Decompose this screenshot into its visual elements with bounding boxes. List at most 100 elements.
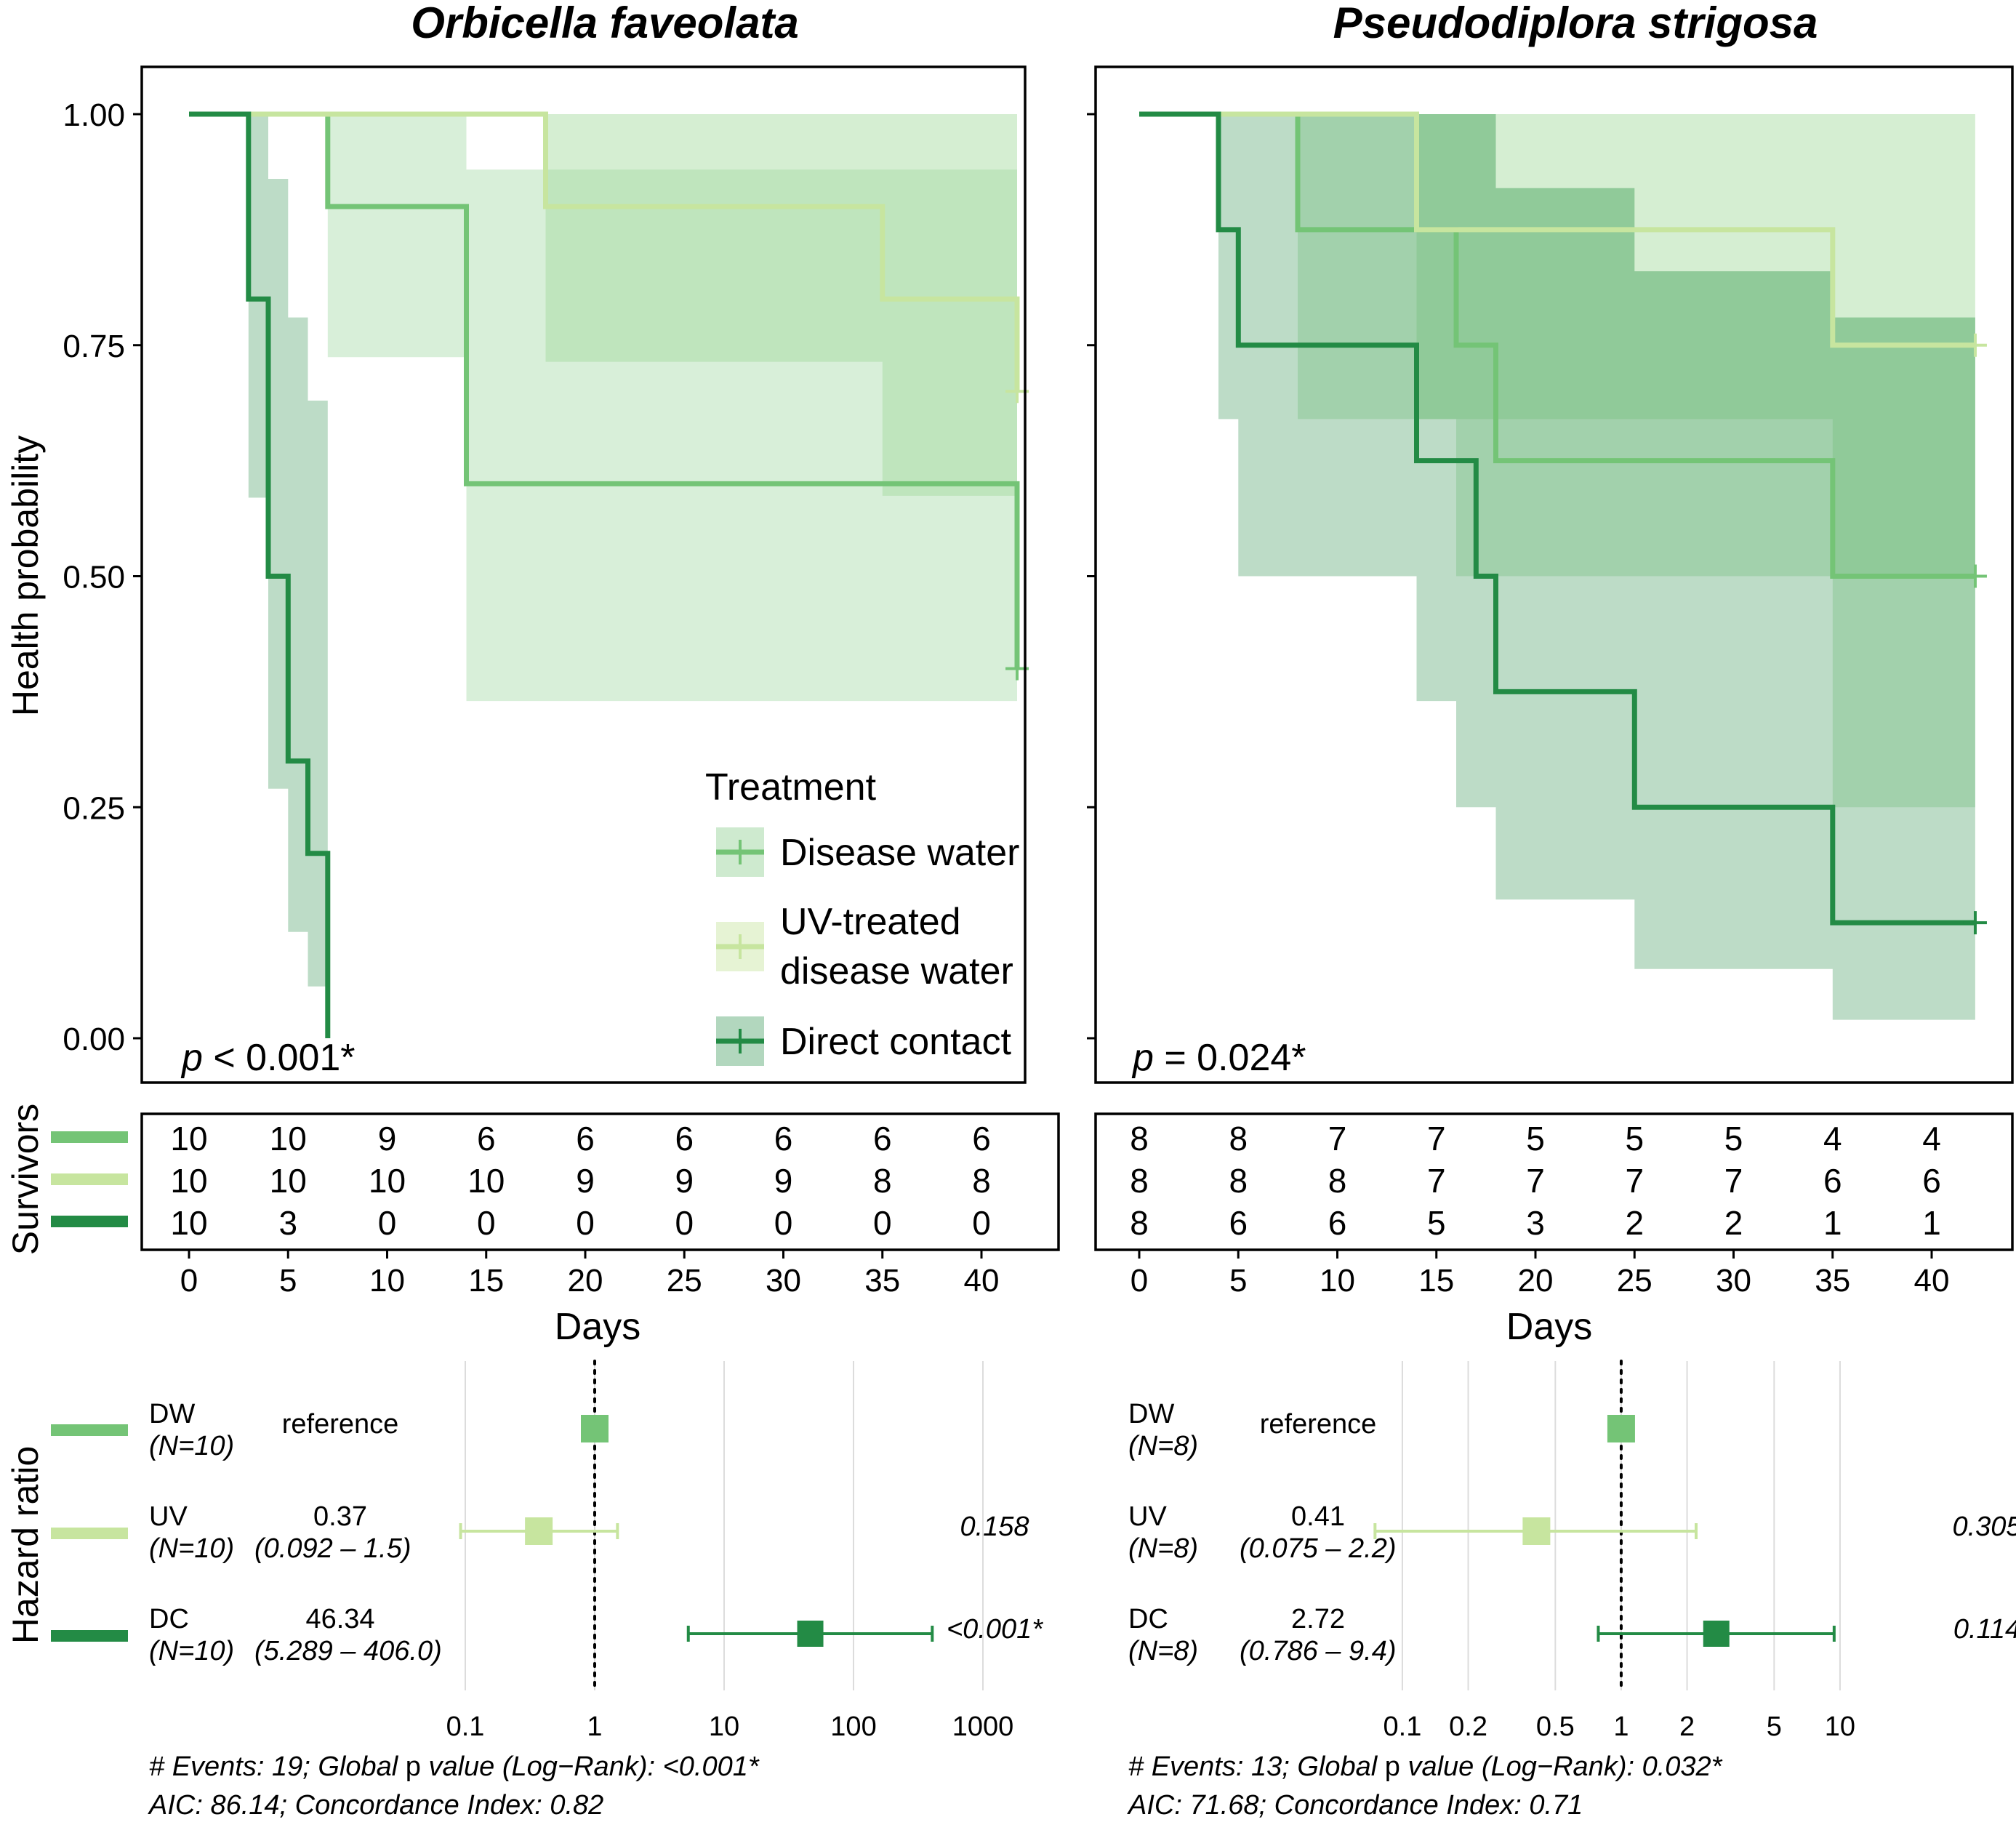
forest-row-n-dc-right: (N=8) bbox=[1128, 1636, 1198, 1666]
risk-cell-dw-left: 6 bbox=[675, 1120, 694, 1157]
panel-title-right: Pseudodiplora strigosa bbox=[1333, 0, 1818, 47]
forest-row-hr-dc-right: 2.72 bbox=[1291, 1604, 1345, 1634]
forest-row-p-uv-right: 0.305 bbox=[1952, 1512, 2016, 1542]
forest-footer1-left: # Events: 19; Global p value (Log−Rank):… bbox=[149, 1751, 760, 1782]
risk-cell-dw-right: 5 bbox=[1526, 1120, 1545, 1157]
km-band-dc-right bbox=[1139, 114, 1975, 1020]
days-tick-label-right-1: 5 bbox=[1229, 1263, 1247, 1299]
forest-row-label-dw-left: DW bbox=[149, 1399, 195, 1429]
forest-tick-label-right-1: 0.2 bbox=[1449, 1711, 1487, 1742]
risk-table-frame-right bbox=[1094, 1112, 2014, 1251]
km-band-uv-left bbox=[189, 114, 1017, 669]
risk-cell-dc-right: 2 bbox=[1724, 1204, 1743, 1242]
forest-row-p-dc-right: 0.114 bbox=[1953, 1614, 2016, 1645]
forest-tick-label-right-6: 10 bbox=[1825, 1711, 1855, 1742]
risk-cell-dw-right: 4 bbox=[1922, 1120, 1941, 1157]
risk-cell-dw-right: 5 bbox=[1724, 1120, 1743, 1157]
forest-tick-label-right-4: 2 bbox=[1679, 1711, 1695, 1742]
forest-tick-label-right-0: 0.1 bbox=[1384, 1711, 1422, 1742]
risk-cell-uv-left: 10 bbox=[270, 1162, 307, 1200]
forest-row-p-dc-left: <0.001* bbox=[947, 1614, 1043, 1645]
forest-row-hr-uv-right: 0.41 bbox=[1291, 1501, 1345, 1532]
risk-cell-dw-left: 6 bbox=[576, 1120, 595, 1157]
forest-row-hr-dw-right: reference bbox=[1260, 1409, 1377, 1440]
forest-row-label-dc-left: DC bbox=[149, 1604, 189, 1634]
days-tick-label-left-8: 40 bbox=[964, 1263, 1000, 1299]
y-tick-label-2: 0.50 bbox=[63, 560, 125, 595]
days-tick-label-right-5: 25 bbox=[1617, 1263, 1652, 1299]
forest-row-label-uv-left: UV bbox=[149, 1501, 188, 1532]
risk-cell-dc-right: 3 bbox=[1526, 1204, 1545, 1242]
legend-label-dc: Direct contact bbox=[780, 1021, 1011, 1063]
days-tick-label-right-2: 10 bbox=[1320, 1263, 1355, 1299]
risk-cell-uv-right: 7 bbox=[1427, 1162, 1446, 1200]
forest-footer2-left: AIC: 86.14; Concordance Index: 0.82 bbox=[148, 1790, 603, 1821]
forest-key-dw bbox=[51, 1424, 128, 1436]
risk-cell-dc-right: 6 bbox=[1229, 1204, 1248, 1242]
days-tick-label-left-2: 10 bbox=[369, 1263, 405, 1299]
forest-row-label-dw-right: DW bbox=[1128, 1399, 1174, 1429]
forest-row-p-uv-left: 0.158 bbox=[960, 1512, 1029, 1542]
risk-key-dc bbox=[51, 1216, 128, 1227]
y-tick-label-1: 0.25 bbox=[63, 790, 125, 826]
risk-cell-dc-left: 0 bbox=[378, 1204, 397, 1242]
forest-row-n-uv-left: (N=10) bbox=[149, 1533, 234, 1564]
risk-cell-dw-right: 7 bbox=[1427, 1120, 1446, 1157]
x-axis-title-right: Days bbox=[1506, 1306, 1592, 1348]
risk-cell-uv-right: 7 bbox=[1625, 1162, 1644, 1200]
risk-key-uv bbox=[51, 1173, 128, 1185]
km-plot-right: p = 0.024* bbox=[1087, 65, 2014, 1084]
risk-cell-dc-left: 0 bbox=[873, 1204, 892, 1242]
risk-cell-uv-left: 8 bbox=[873, 1162, 892, 1200]
risk-cell-dw-left: 6 bbox=[774, 1120, 793, 1157]
risk-cell-dc-right: 8 bbox=[1130, 1204, 1149, 1242]
days-tick-label-left-1: 5 bbox=[279, 1263, 297, 1299]
forest-estimate-uv-left bbox=[525, 1517, 553, 1545]
km-plot-left: p < 0.001* 0.00 0.25 0.50 0.75 1.00 bbox=[63, 65, 1029, 1084]
days-tick-label-left-7: 35 bbox=[864, 1263, 900, 1299]
risk-cell-uv-right: 7 bbox=[1526, 1162, 1545, 1200]
forest-tick-label-left-0: 0.1 bbox=[446, 1711, 485, 1742]
risk-cell-uv-right: 8 bbox=[1130, 1162, 1149, 1200]
forest-estimate-dc-left bbox=[797, 1621, 824, 1647]
risk-cell-uv-left: 10 bbox=[467, 1162, 505, 1200]
forest-row-ci-dc-left: (5.289 – 406.0) bbox=[254, 1636, 442, 1666]
y-tick-label-0: 0.00 bbox=[63, 1022, 125, 1057]
days-axis-left: 0 5 10 15 20 25 30 35 40 bbox=[180, 1250, 1000, 1299]
risk-cell-dc-right: 5 bbox=[1427, 1204, 1446, 1242]
risk-cell-uv-left: 9 bbox=[675, 1162, 694, 1200]
risk-cell-dw-right: 5 bbox=[1625, 1120, 1644, 1157]
y-tick-label-4: 1.00 bbox=[63, 97, 125, 133]
risk-cell-dw-left: 10 bbox=[270, 1120, 307, 1157]
days-tick-label-right-4: 20 bbox=[1518, 1263, 1554, 1299]
forest-tick-label-left-2: 10 bbox=[709, 1711, 739, 1742]
risk-table-left: 10 10 9 6 6 6 6 6 6 10 10 10 10 9 9 9 8 8 10 3 0 0 0 0 0 0 0 bbox=[140, 1112, 1060, 1251]
risk-table-right: 8 8 7 7 5 5 5 4 4 8 8 8 7 7 7 7 6 6 8 6 6 5 3 2 2 1 1 bbox=[1094, 1112, 2014, 1251]
days-tick-label-left-4: 20 bbox=[568, 1263, 603, 1299]
legend-label-uv: UV-treated disease water bbox=[780, 901, 1013, 992]
risk-cell-dc-right: 1 bbox=[1823, 1204, 1842, 1242]
forest-plot-left: 0.1 1 10 100 1000DW(N=10)referenceUV(N=10)0.… bbox=[149, 1360, 1043, 1742]
days-tick-label-right-6: 30 bbox=[1716, 1263, 1751, 1299]
risk-cell-dw-right: 4 bbox=[1823, 1120, 1842, 1157]
risk-cell-dw-right: 8 bbox=[1130, 1120, 1149, 1157]
risk-cell-uv-left: 9 bbox=[576, 1162, 595, 1200]
risk-cell-dw-left: 10 bbox=[170, 1120, 207, 1157]
panel-title-left: Orbicella faveolata bbox=[411, 0, 799, 47]
forest-key-dc bbox=[51, 1630, 128, 1642]
days-tick-label-left-5: 25 bbox=[667, 1263, 702, 1299]
y-axis-title-hazard: Hazard ratio bbox=[5, 1446, 46, 1644]
days-tick-label-right-3: 15 bbox=[1418, 1263, 1454, 1299]
risk-cell-dc-left: 0 bbox=[576, 1204, 595, 1242]
km-panel-frame-right bbox=[1094, 65, 2014, 1084]
km-line-uv-left bbox=[189, 111, 1020, 392]
risk-cell-dw-left: 6 bbox=[477, 1120, 496, 1157]
km-band-dw-left bbox=[189, 114, 1017, 702]
forest-color-keys bbox=[51, 1424, 128, 1642]
forest-row-ci-uv-left: (0.092 – 1.5) bbox=[254, 1533, 411, 1564]
risk-table-color-keys bbox=[51, 1131, 128, 1227]
risk-cell-dw-left: 6 bbox=[972, 1120, 991, 1157]
forest-row-n-dc-left: (N=10) bbox=[149, 1636, 234, 1666]
risk-cell-uv-right: 6 bbox=[1823, 1162, 1842, 1200]
forest-row-ci-dc-right: (0.786 – 9.4) bbox=[1240, 1636, 1396, 1666]
